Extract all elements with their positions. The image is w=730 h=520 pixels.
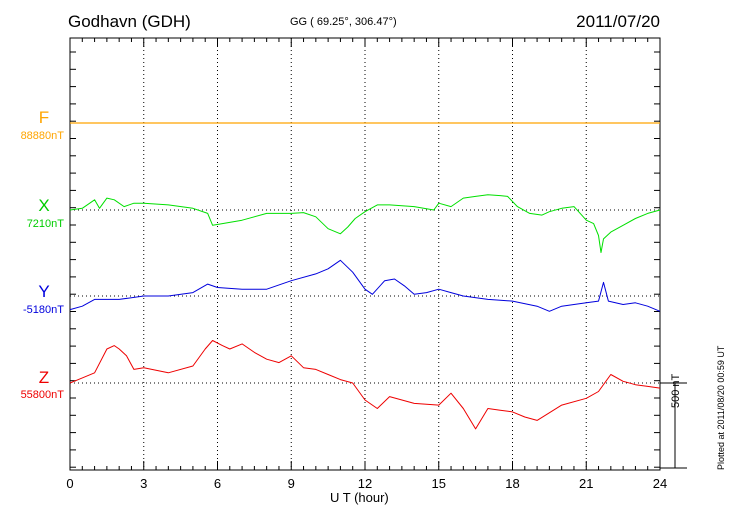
chart-date: 2011/07/20 <box>576 12 660 31</box>
plot-frame <box>69 37 661 471</box>
x-tick-label: 12 <box>358 476 372 491</box>
x-axis-ticks: 0 3 6 9 12 15 18 21 24 <box>66 476 667 491</box>
x-tick-label: 9 <box>288 476 295 491</box>
x-tick-label: 18 <box>505 476 519 491</box>
series-baseline-z: 55800nT <box>20 389 64 401</box>
series-label-f: F <box>38 108 50 127</box>
x-tick-label: 24 <box>653 476 667 491</box>
scale-bar <box>660 382 687 469</box>
plot-grid <box>70 38 660 470</box>
x-tick-label: 21 <box>579 476 593 491</box>
plotted-timestamp: Plotted at 2011/08/20 00:59 UT <box>716 345 726 470</box>
series-label-z: Z <box>38 368 50 387</box>
geographic-coordinates: GG ( 69.25°, 306.47°) <box>290 16 397 28</box>
series-label-x: X <box>38 196 50 215</box>
series-baseline-x: 7210nT <box>26 218 64 230</box>
series-baseline-y: -5180nT <box>23 304 64 316</box>
station-title: Godhavn (GDH) <box>68 12 191 31</box>
x-tick-label: 3 <box>140 476 147 491</box>
series-line-y <box>69 259 661 312</box>
x-axis-label: U T (hour) <box>330 490 389 505</box>
series-baseline-f: 88880nT <box>20 130 64 142</box>
x-tick-label: 0 <box>66 476 73 491</box>
series-line-z <box>69 340 661 430</box>
series-lines <box>69 122 661 430</box>
series-line-x <box>69 194 661 253</box>
scale-bar-label: 500 nT <box>670 373 682 408</box>
x-tick-label: 15 <box>432 476 446 491</box>
x-tick-label: 6 <box>214 476 221 491</box>
series-label-y: Y <box>38 282 50 301</box>
